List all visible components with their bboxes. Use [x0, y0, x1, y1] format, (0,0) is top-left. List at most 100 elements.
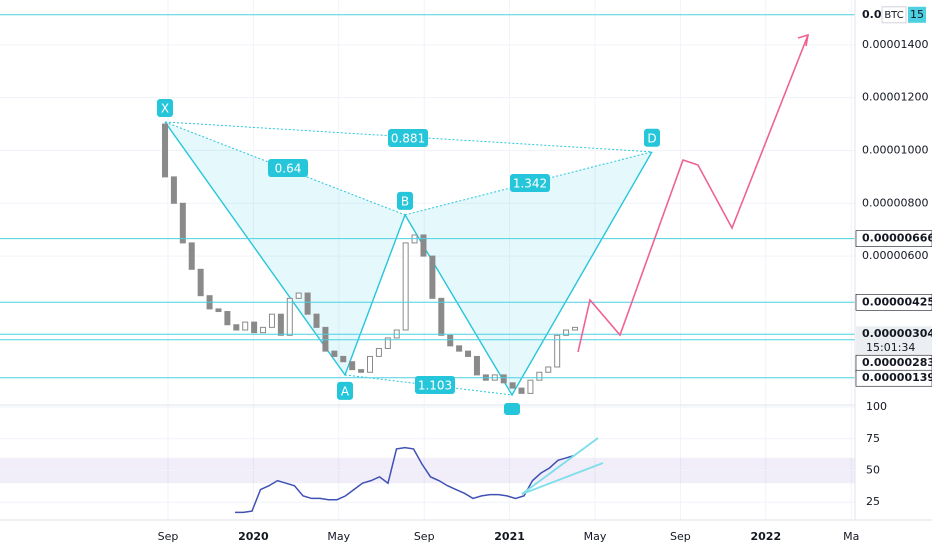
pattern-ratio-bg [415, 376, 455, 394]
pattern-point-label: X [161, 101, 169, 115]
candle [188, 242, 195, 270]
candle [527, 379, 534, 394]
price-level-label: 0.0 [862, 8, 882, 21]
plot [0, 14, 855, 514]
candle [500, 374, 507, 384]
rsi-tick-label: 25 [866, 495, 880, 508]
candle [402, 242, 409, 331]
candle [465, 350, 472, 357]
candle [367, 355, 373, 373]
candle [286, 297, 293, 336]
price-level-label: 0.00000425 [862, 295, 932, 308]
currency-badge: BTC [884, 10, 903, 21]
candle [215, 308, 222, 313]
candle [224, 311, 231, 326]
pattern-ratio: 1.103 [418, 379, 452, 393]
price-level-label-bg [908, 6, 926, 23]
price-level-label-bg [855, 230, 932, 247]
candle [563, 329, 570, 336]
y-tick-label: 0.00001000 [862, 143, 928, 156]
pattern-ratio: 0.881 [391, 132, 425, 146]
candle [313, 313, 320, 328]
pattern-ratio: 0.64 [275, 162, 302, 176]
pattern-ratio-line [404, 151, 653, 216]
y-tick-label: 0.00000800 [862, 196, 928, 209]
harmonic-pattern [164, 121, 653, 397]
candle [340, 355, 347, 363]
candle [518, 387, 525, 394]
rsi-trendline [521, 462, 604, 495]
pattern-ratio: 1.342 [513, 177, 547, 191]
x-tick-label: Ma [843, 530, 859, 543]
price-level-label: 0.00000666 [862, 232, 932, 245]
pattern-ratio-bg [268, 159, 308, 177]
candle [242, 321, 249, 331]
candle [162, 123, 168, 178]
pattern-ratio-bg [510, 174, 550, 192]
grid [0, 0, 855, 520]
pattern-point-marker [504, 402, 520, 415]
currency-badge-bg [881, 6, 907, 24]
countdown: 15:01:34 [866, 341, 915, 354]
axis-labels: Sep 2020 May Sep 2021 May Sep 2022 Ma 0.00000600 0… [157, 6, 932, 543]
projection-path [577, 34, 809, 353]
x-tick-label: May [584, 530, 607, 543]
pattern-point-label-bg [337, 381, 353, 400]
projection-arrowhead [797, 33, 810, 47]
pattern-point-label-bg [157, 98, 173, 117]
y-tick-label: 0.00001400 [862, 38, 928, 51]
pattern-triangle [165, 121, 405, 375]
price-level-label: 0.00000139 [862, 371, 932, 384]
price-level-label: 0.00000283 [862, 356, 932, 369]
pattern-ratio-line [164, 121, 653, 153]
rsi-tick-label: 50 [866, 463, 880, 476]
candle [170, 176, 177, 204]
candle [331, 350, 338, 357]
price-level-label: 15 [910, 8, 924, 21]
candle [179, 202, 186, 244]
candle [545, 366, 552, 373]
candle [509, 382, 516, 389]
pattern-ratio-bg [388, 129, 428, 147]
candle [420, 234, 427, 257]
price-level-label-bg [855, 369, 932, 387]
candle [260, 326, 267, 334]
pattern-triangle [405, 151, 652, 395]
x-tick-label: 2020 [238, 530, 269, 543]
pattern-point-label: A [341, 384, 350, 398]
candle [572, 326, 578, 331]
price-level-label: 0.00000304 [862, 327, 932, 340]
candle [447, 334, 454, 347]
x-tick-label: 2021 [494, 530, 525, 543]
rsi-tick-label: 75 [866, 432, 880, 445]
rsi-trendline [521, 437, 599, 495]
pattern-point-label-bg [644, 128, 660, 147]
price-level-label-bg [856, 326, 932, 357]
candle [268, 313, 275, 328]
candle [277, 313, 284, 336]
pattern-point-label: B [401, 194, 409, 208]
candle [358, 369, 365, 373]
candle [295, 292, 302, 299]
price-level-label-bg [855, 293, 932, 311]
y-tick-label: 0.00000600 [862, 249, 928, 262]
candle [429, 255, 436, 299]
candle [197, 268, 204, 297]
y-tick-label: 0.00001200 [862, 91, 928, 104]
pattern-point-label-bg [397, 191, 413, 210]
x-tick-label: Sep [414, 530, 435, 543]
x-tick-label: May [327, 530, 350, 543]
candle [438, 297, 445, 336]
x-tick-label: 2022 [750, 530, 781, 543]
pattern-point-label: D [647, 131, 656, 145]
x-tick-label: Sep [670, 530, 691, 543]
candle [251, 321, 258, 334]
x-tick-label: Sep [158, 530, 179, 543]
candle [456, 345, 463, 352]
candle [349, 361, 356, 371]
candle [375, 348, 382, 357]
candle [384, 337, 391, 350]
candle [304, 292, 311, 315]
